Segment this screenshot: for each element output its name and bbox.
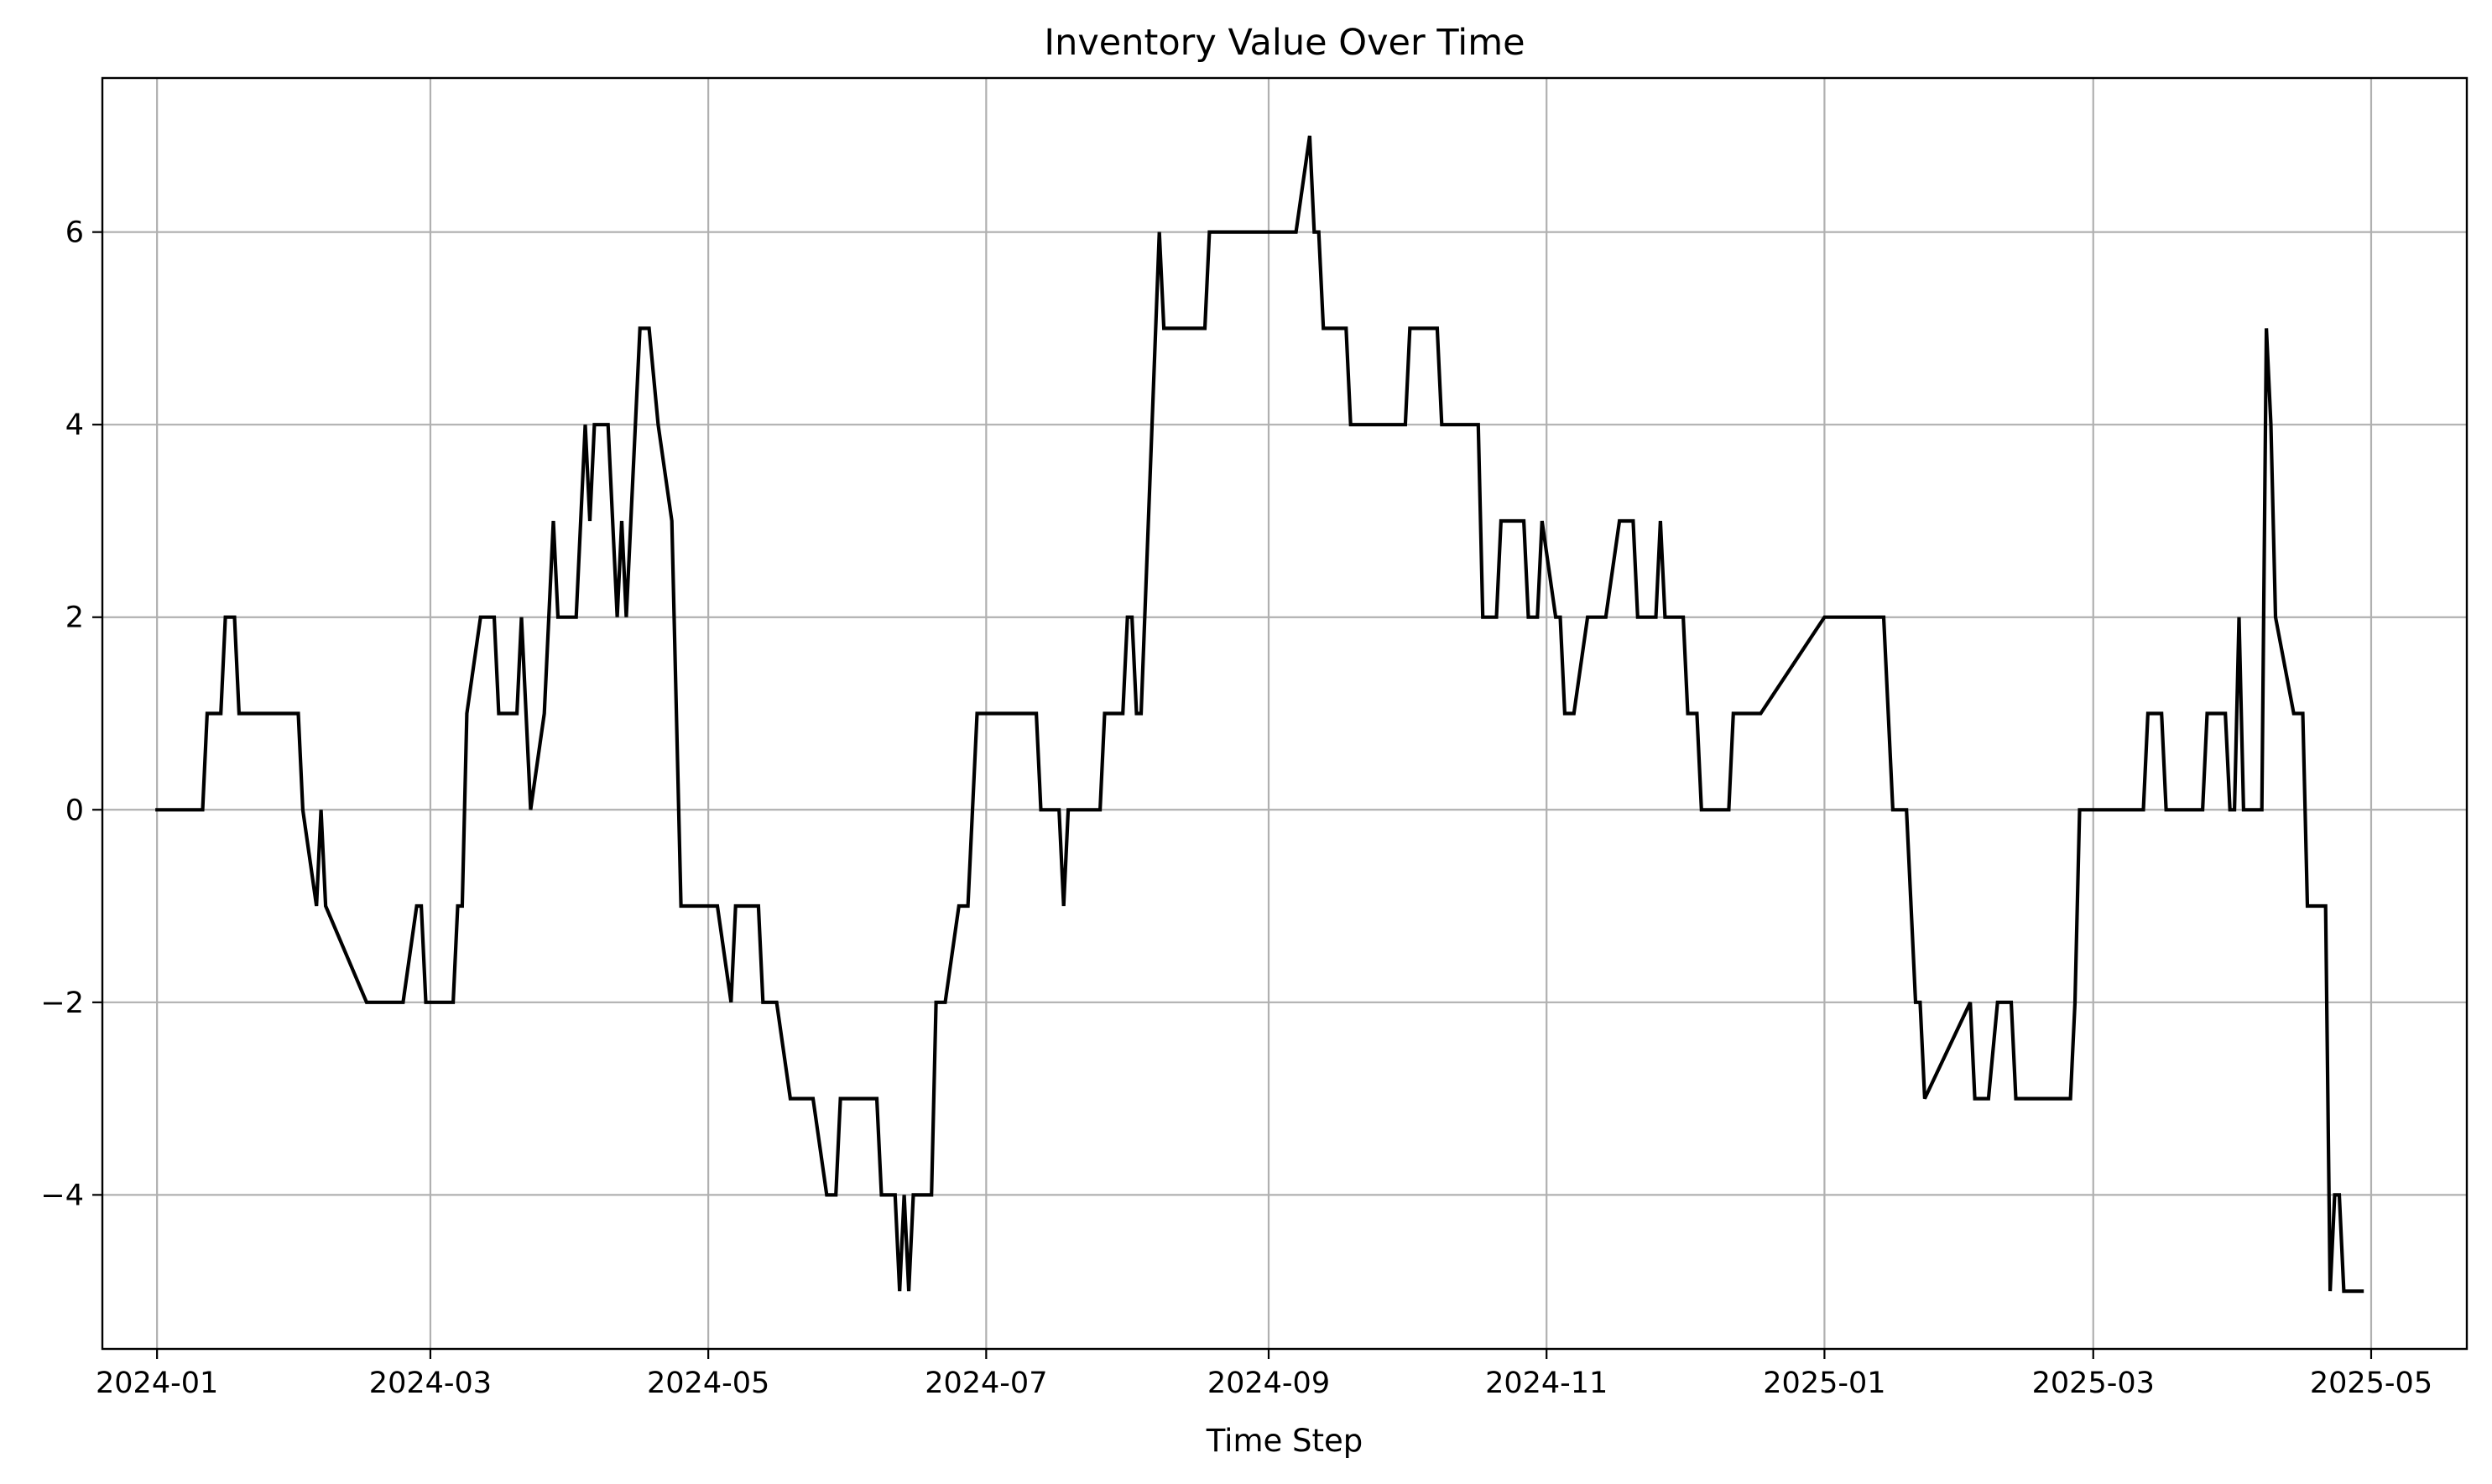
y-tick-label: −2: [40, 987, 84, 1020]
x-tick-label: 2024-09: [1207, 1367, 1330, 1400]
chart-title: Inventory Value Over Time: [1044, 22, 1525, 64]
y-axis: −4 −2 0 2 4 6: [40, 216, 102, 1212]
x-tick-label: 2024-05: [647, 1367, 769, 1400]
y-tick-label: 4: [65, 409, 84, 442]
x-gridlines: [156, 78, 2373, 1349]
series-line: [155, 135, 2364, 1294]
y-tick-label: 0: [65, 794, 84, 827]
x-tick-label: 2024-11: [1485, 1367, 1608, 1400]
y-tick-label: 6: [65, 216, 84, 250]
x-tick-label: 2024-03: [369, 1367, 492, 1400]
x-tick-label: 2025-01: [1763, 1367, 1885, 1400]
x-tick-label: 2024-01: [96, 1367, 218, 1400]
x-tick-label: 2025-03: [2032, 1367, 2155, 1400]
x-axis: 2024-01 2024-03 2024-05 2024-07 2024-09 2024-…: [96, 1349, 2432, 1400]
y-tick-label: −4: [40, 1179, 84, 1212]
x-axis-label: Time Step: [1206, 1423, 1363, 1459]
x-tick-label: 2024-07: [925, 1367, 1047, 1400]
y-tick-label: 2: [65, 601, 84, 635]
plot-frame: [101, 76, 2469, 1351]
y-gridlines: [102, 231, 2467, 1196]
x-tick-label: 2025-05: [2310, 1367, 2432, 1400]
